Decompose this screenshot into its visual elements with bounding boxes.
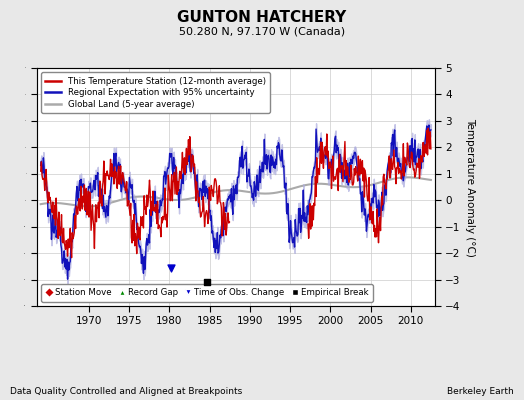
Point [203,279,211,286]
Point [167,264,175,271]
Text: GUNTON HATCHERY: GUNTON HATCHERY [178,10,346,25]
Text: 50.280 N, 97.170 W (Canada): 50.280 N, 97.170 W (Canada) [179,26,345,36]
Y-axis label: Temperature Anomaly (°C): Temperature Anomaly (°C) [465,118,475,256]
Legend: Station Move, Record Gap, Time of Obs. Change, Empirical Break: Station Move, Record Gap, Time of Obs. C… [41,284,373,302]
Text: Berkeley Earth: Berkeley Earth [447,387,514,396]
Text: Data Quality Controlled and Aligned at Breakpoints: Data Quality Controlled and Aligned at B… [10,387,243,396]
